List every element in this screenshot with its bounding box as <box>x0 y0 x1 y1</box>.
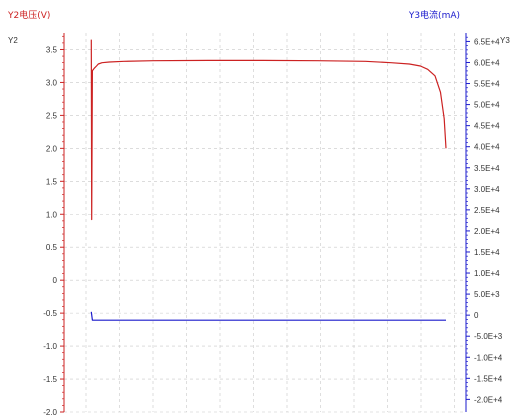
left-tick-label: -2.0 <box>43 408 57 417</box>
series-layer <box>90 39 447 321</box>
current-series-line <box>90 311 446 321</box>
left-tick-label: 3.0 <box>46 78 58 87</box>
right-tick-label: 2.0E+4 <box>474 227 500 236</box>
right-tick-label: 5.0E+3 <box>474 290 500 299</box>
right-tick-label: 3.0E+4 <box>474 185 500 194</box>
left-tick-label: 3.5 <box>46 45 58 54</box>
right-axis-corner-label: Y3 <box>500 36 510 45</box>
right-tick-label: 3.5E+4 <box>474 164 500 173</box>
right-tick-label: 0 <box>474 311 479 320</box>
right-tick-label: 6.0E+4 <box>474 58 500 67</box>
left-axis-corner-label: Y2 <box>8 36 18 45</box>
left-tick-label: 2.5 <box>46 111 58 120</box>
right-tick-label: 2.5E+4 <box>474 206 500 215</box>
left-tick-label: 1.0 <box>46 210 58 219</box>
right-tick-label: 5.0E+4 <box>474 101 500 110</box>
right-tick-label: -1.5E+4 <box>474 374 503 383</box>
voltage-series-line <box>90 39 447 221</box>
right-axis-title: Y3电流(mA) <box>408 9 460 21</box>
left-tick-label: 2.0 <box>46 144 58 153</box>
right-tick-label: -5.0E+3 <box>474 332 503 341</box>
left-tick-label: -1.5 <box>43 375 57 384</box>
left-tick-label: 0 <box>53 276 58 285</box>
left-axis-title: Y2电压(V) <box>7 9 50 21</box>
left-tick-label: 1.5 <box>46 177 58 186</box>
right-tick-label: 1.0E+4 <box>474 269 500 278</box>
right-tick-label: 6.5E+4 <box>474 37 500 46</box>
right-axis-ticks: -2.0E+4 -1.5E+4 -1.0E+4 -5.0E+3 0 5.0E+3 1.0E+… <box>466 36 503 404</box>
gridlines <box>64 33 466 413</box>
left-tick-label: -0.5 <box>43 309 57 318</box>
left-tick-label: 0.5 <box>46 243 58 252</box>
right-tick-label: 1.5E+4 <box>474 248 500 257</box>
right-tick-label: 4.0E+4 <box>474 143 500 152</box>
right-tick-label: 5.5E+4 <box>474 80 500 89</box>
left-tick-label: -1.0 <box>43 342 57 351</box>
right-tick-label: -1.0E+4 <box>474 353 503 362</box>
right-tick-label: 4.5E+4 <box>474 122 500 131</box>
right-tick-label: -2.0E+4 <box>474 395 503 404</box>
left-axis-ticks: -2.0 -1.5 -1.0 -0.5 0 0.5 1.0 1.5 2.0 2.5 3.0 3.5 <box>43 35 64 417</box>
